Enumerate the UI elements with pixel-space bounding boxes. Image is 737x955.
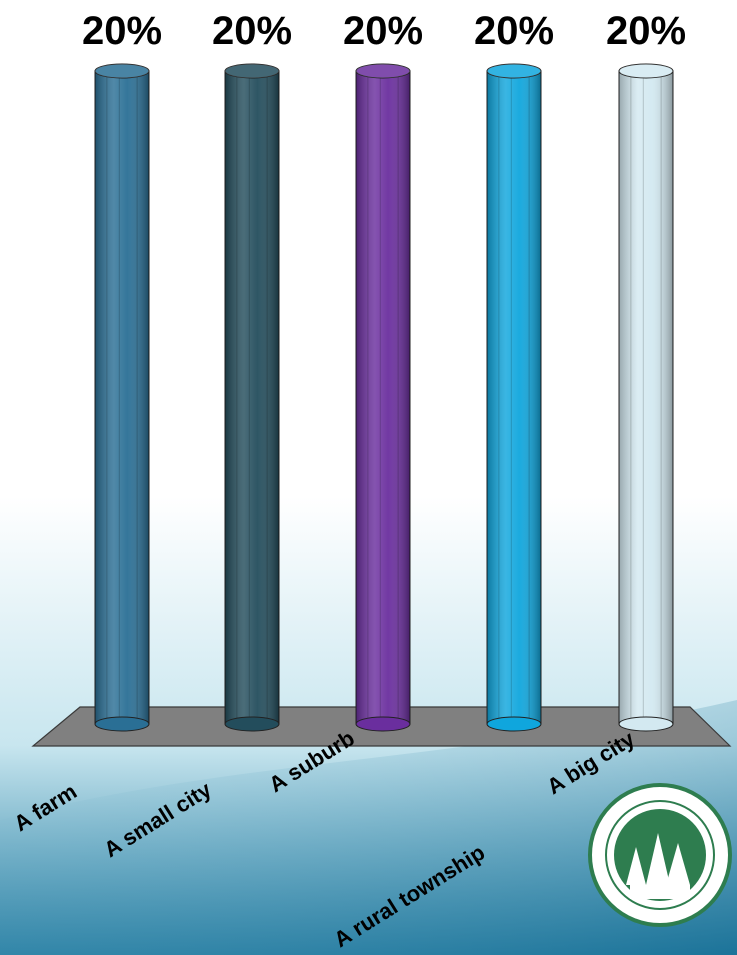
- background-swoosh: [0, 700, 737, 955]
- bar-2: [355, 63, 411, 732]
- bars-group: [94, 63, 674, 732]
- value-label-0: 20%: [82, 9, 162, 53]
- value-label-2: 20%: [343, 9, 423, 53]
- bar-3: [486, 63, 542, 732]
- value-labels-group: 20% 20% 20% 20% 20%: [82, 9, 686, 53]
- bar-4: [618, 63, 674, 732]
- value-label-4: 20%: [606, 9, 686, 53]
- value-label-3: 20%: [474, 9, 554, 53]
- bar-1: [224, 63, 280, 732]
- bar-0: [94, 63, 150, 732]
- minnesota-seal-logo: [588, 783, 732, 927]
- value-label-1: 20%: [212, 9, 292, 53]
